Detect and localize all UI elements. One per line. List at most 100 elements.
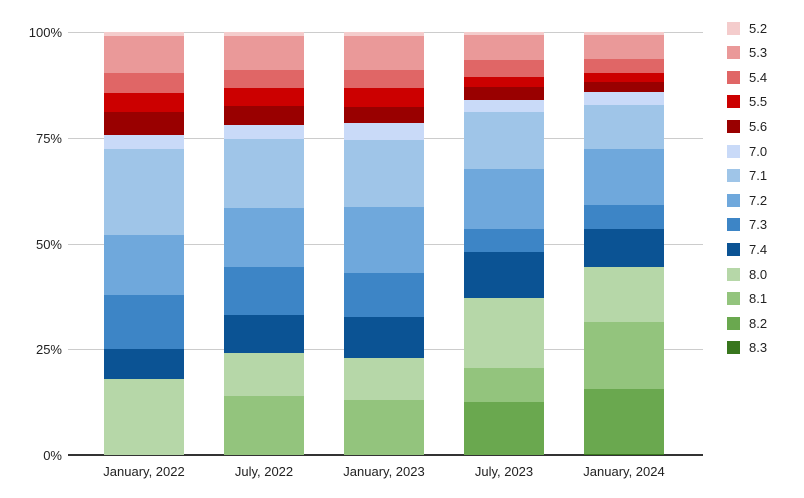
- bar-segment-8-1[interactable]: [224, 395, 304, 455]
- bar-segment-7-4[interactable]: [584, 228, 664, 268]
- bar-segment-5-6[interactable]: [344, 107, 424, 124]
- bar-segment-8-1[interactable]: [584, 322, 664, 389]
- bar-segment-7-0[interactable]: [104, 134, 184, 150]
- legend-item-5-6: 5.6: [727, 119, 767, 133]
- bar-segment-5-5[interactable]: [344, 88, 424, 108]
- legend-swatch-icon: [727, 292, 740, 306]
- bar-segment-7-1[interactable]: [224, 139, 304, 208]
- bar-segment-5-3[interactable]: [464, 35, 544, 61]
- legend-label: 7.4: [749, 241, 768, 257]
- bar-january-2023: [344, 32, 424, 455]
- bar-segment-8-2[interactable]: [464, 401, 544, 455]
- legend-swatch-icon: [727, 169, 740, 183]
- bar-segment-5-4[interactable]: [224, 70, 304, 89]
- bar-segment-5-3[interactable]: [584, 34, 664, 59]
- legend-swatch-icon: [727, 242, 740, 256]
- bar-segment-7-4[interactable]: [104, 349, 184, 380]
- bar-segment-7-2[interactable]: [584, 148, 664, 205]
- legend-swatch-icon: [727, 341, 740, 355]
- bar-segment-7-4[interactable]: [464, 251, 544, 299]
- bar-segment-7-3[interactable]: [224, 266, 304, 315]
- legend-swatch-icon: [727, 21, 740, 35]
- bar-segment-5-2[interactable]: [104, 32, 184, 36]
- bar-segment-5-2[interactable]: [584, 32, 664, 35]
- bar-segment-7-4[interactable]: [224, 314, 304, 353]
- bar-segment-5-4[interactable]: [344, 70, 424, 89]
- bar-segment-5-2[interactable]: [464, 32, 544, 36]
- legend-swatch-icon: [727, 119, 740, 133]
- bar-january-2024: [584, 32, 664, 455]
- bar-segment-7-2[interactable]: [344, 207, 424, 274]
- bar-segment-8-1[interactable]: [464, 368, 544, 402]
- bar-segment-5-3[interactable]: [224, 36, 304, 71]
- bar-segment-5-5[interactable]: [464, 76, 544, 87]
- x-axis-label: July, 2023: [474, 464, 534, 479]
- legend-item-7-0: 7.0: [727, 144, 767, 158]
- bar-segment-7-3[interactable]: [584, 204, 664, 229]
- bar-segment-7-0[interactable]: [464, 100, 544, 112]
- bar-segment-7-0[interactable]: [584, 92, 664, 106]
- bar-segment-8-1[interactable]: [344, 399, 424, 455]
- legend-swatch-icon: [727, 193, 740, 207]
- legend-label: 8.3: [749, 340, 768, 356]
- legend-label: 5.4: [749, 69, 768, 85]
- bar-segment-7-3[interactable]: [344, 273, 424, 318]
- bar-segment-5-3[interactable]: [104, 35, 184, 74]
- legend-item-5-4: 5.4: [727, 70, 767, 84]
- legend-item-5-5: 5.5: [727, 95, 767, 109]
- bar-segment-5-3[interactable]: [344, 36, 424, 71]
- bar-segment-5-2[interactable]: [224, 32, 304, 37]
- bar-segment-5-4[interactable]: [464, 60, 544, 77]
- bar-segment-5-6[interactable]: [224, 106, 304, 125]
- legend-swatch-icon: [727, 46, 740, 60]
- legend-swatch-icon: [727, 144, 740, 158]
- bar-segment-7-1[interactable]: [104, 149, 184, 235]
- y-tick-label: 100%: [28, 25, 62, 40]
- y-tick-label: 0%: [43, 448, 62, 463]
- legend-label: 8.0: [749, 266, 768, 282]
- bar-segment-5-4[interactable]: [104, 73, 184, 94]
- bar-segment-5-5[interactable]: [224, 88, 304, 107]
- bar-segment-5-5[interactable]: [104, 93, 184, 113]
- bar-segment-8-0[interactable]: [464, 298, 544, 369]
- bar-segment-8-0[interactable]: [344, 358, 424, 400]
- bar-segment-5-5[interactable]: [584, 73, 664, 82]
- bar-segment-8-0[interactable]: [104, 379, 184, 455]
- bar-segment-7-3[interactable]: [104, 295, 184, 350]
- bar-segment-7-4[interactable]: [344, 317, 424, 359]
- bar-segment-5-6[interactable]: [584, 81, 664, 93]
- bar-segment-7-3[interactable]: [464, 228, 544, 252]
- bar-segment-5-6[interactable]: [464, 86, 544, 101]
- legend-item-8-1: 8.1: [727, 292, 767, 306]
- bar-segment-5-6[interactable]: [104, 112, 184, 135]
- legend-label: 8.2: [749, 315, 768, 331]
- bar-segment-5-4[interactable]: [584, 58, 664, 74]
- legend-label: 5.3: [749, 45, 768, 61]
- bar-january-2022: [104, 32, 184, 455]
- bar-segment-7-2[interactable]: [464, 168, 544, 229]
- legend-swatch-icon: [727, 218, 740, 232]
- legend-label: 5.2: [749, 20, 768, 36]
- bar-segment-7-1[interactable]: [344, 140, 424, 208]
- bar-segment-7-1[interactable]: [464, 111, 544, 169]
- bar-segment-5-2[interactable]: [344, 32, 424, 37]
- bar-july-2023: [464, 32, 544, 455]
- legend-item-7-4: 7.4: [727, 242, 767, 256]
- bar-segment-7-0[interactable]: [344, 123, 424, 141]
- bar-segment-7-2[interactable]: [224, 207, 304, 267]
- y-tick-label: 50%: [35, 236, 62, 252]
- bar-segment-7-1[interactable]: [584, 105, 664, 149]
- bar-july-2022: [224, 32, 304, 455]
- bar-segment-8-2[interactable]: [584, 388, 664, 455]
- y-tick-label: 75%: [35, 130, 62, 146]
- bar-segment-8-0[interactable]: [584, 267, 664, 323]
- bar-segment-7-2[interactable]: [104, 234, 184, 296]
- legend-item-5-3: 5.3: [727, 46, 767, 60]
- x-axis-label: January, 2022: [103, 464, 185, 479]
- bar-segment-7-0[interactable]: [224, 124, 304, 140]
- bar-segment-8-0[interactable]: [224, 352, 304, 396]
- legend-label: 7.0: [749, 143, 768, 159]
- bar-segment-8-3[interactable]: [584, 454, 664, 455]
- legend-item-7-2: 7.2: [727, 193, 767, 207]
